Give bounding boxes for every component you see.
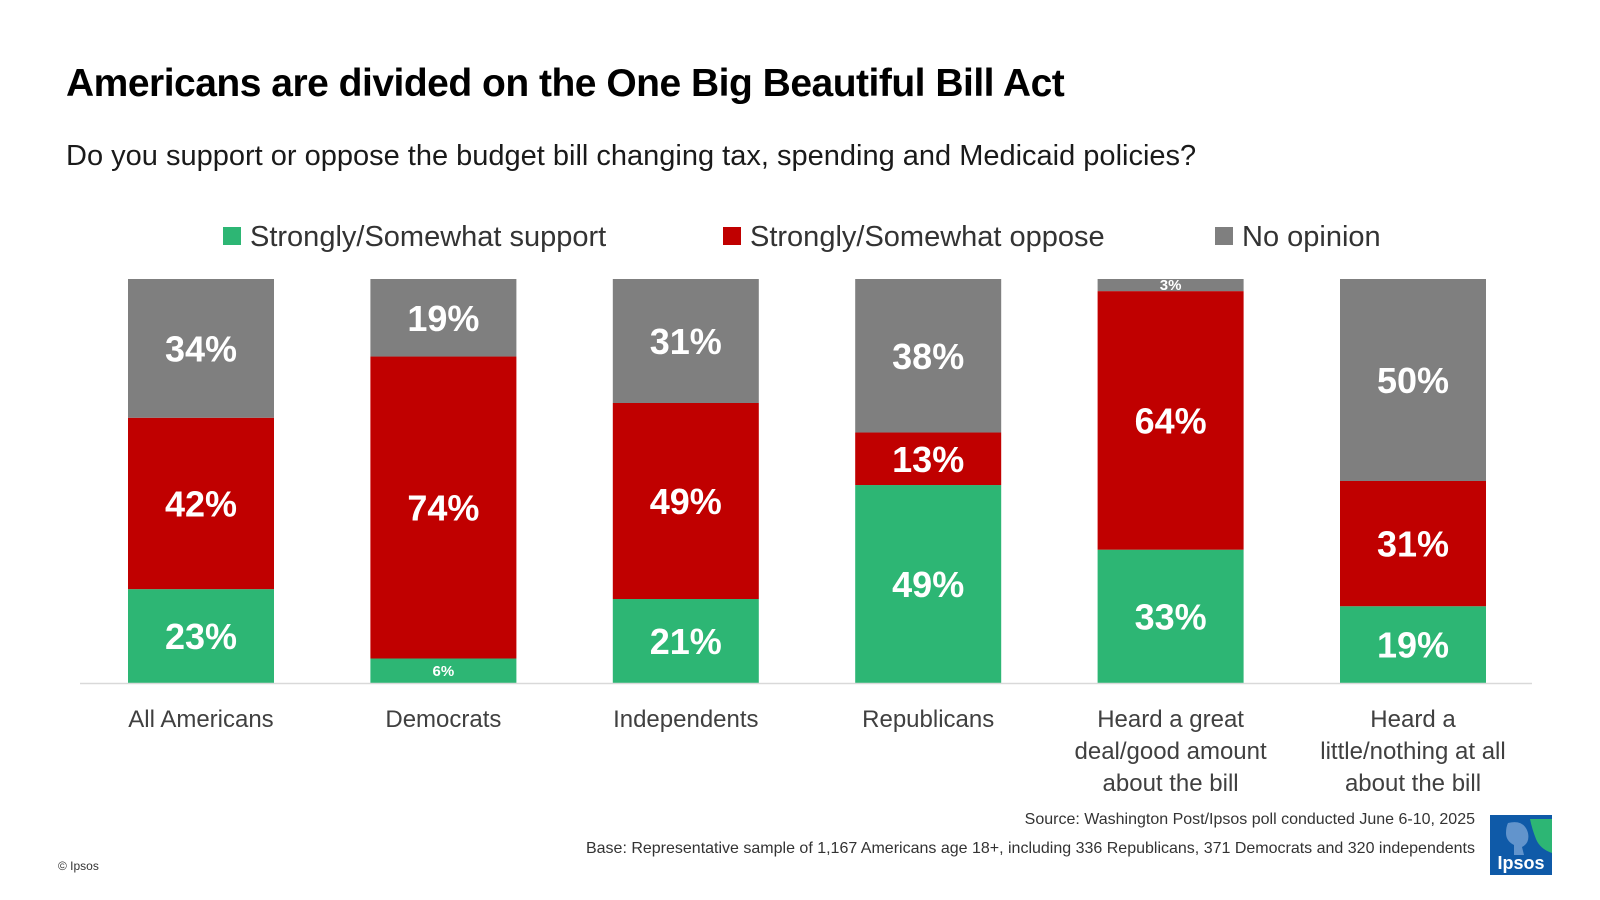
data-label-3-3: 31%	[650, 321, 722, 362]
category-label-5-2: deal/good amount	[1075, 738, 1267, 765]
data-label-2-1: 6%	[433, 663, 455, 680]
legend-swatch-3	[1215, 227, 1233, 245]
legend-swatch-2	[723, 227, 741, 245]
category-label-6-1: Heard a	[1370, 706, 1456, 733]
data-label-4-1: 49%	[892, 564, 964, 605]
legend-label-3: No opinion	[1242, 221, 1381, 253]
category-label-4-1: Republicans	[862, 706, 994, 733]
legend-swatch-1	[223, 227, 241, 245]
bar-segment-2-1	[370, 658, 517, 683]
ipsos-logo: Ipsos	[1490, 815, 1552, 875]
data-label-3-2: 49%	[650, 481, 722, 522]
bar-segment-6-2	[1340, 481, 1486, 607]
copyright-note: © Ipsos	[58, 859, 99, 873]
logo-text: Ipsos	[1497, 853, 1544, 873]
bar-segment-1-1	[128, 589, 274, 683]
data-label-6-2: 31%	[1377, 524, 1449, 565]
bar-segment-6-1	[1340, 606, 1486, 683]
bar-segment-3-1	[612, 599, 759, 683]
data-label-5-3: 3%	[1160, 277, 1182, 294]
logo-head-silhouette	[1506, 822, 1529, 855]
bar-segment-6-3	[1340, 279, 1486, 481]
data-label-6-3: 50%	[1377, 360, 1449, 401]
chart-question: Do you support or oppose the budget bill…	[66, 140, 1197, 172]
bar-segment-3-2	[612, 403, 759, 599]
data-label-1-3: 34%	[165, 328, 237, 369]
category-label-5-3: about the bill	[1103, 770, 1239, 797]
bar-segment-4-3	[855, 279, 1002, 433]
bar-segment-3-3	[612, 279, 759, 403]
data-label-2-2: 74%	[407, 488, 479, 529]
data-label-5-2: 64%	[1135, 400, 1207, 441]
category-label-3-1: Independents	[613, 706, 758, 733]
data-label-1-2: 42%	[165, 483, 237, 524]
bar-segment-1-2	[128, 417, 274, 590]
category-label-5-1: Heard a great	[1097, 706, 1244, 733]
data-label-4-3: 38%	[892, 336, 964, 377]
category-label-6-3: about the bill	[1345, 770, 1481, 797]
data-label-6-1: 19%	[1377, 625, 1449, 666]
category-label-6-2: little/nothing at all	[1320, 738, 1505, 765]
data-label-2-3: 19%	[407, 298, 479, 339]
data-label-5-1: 33%	[1135, 596, 1207, 637]
legend-label-1: Strongly/Somewhat support	[250, 221, 606, 253]
category-label-2-1: Democrats	[385, 706, 501, 733]
page-title: Americans are divided on the One Big Bea…	[66, 62, 1065, 105]
logo-accent	[1530, 819, 1552, 853]
category-label-1-1: All Americans	[128, 706, 273, 733]
data-label-4-2: 13%	[892, 439, 964, 480]
legend-label-2: Strongly/Somewhat oppose	[750, 221, 1105, 253]
data-label-3-1: 21%	[650, 621, 722, 662]
bar-segment-2-2	[370, 356, 517, 659]
bar-segment-1-3	[128, 279, 274, 418]
bar-segment-4-2	[855, 432, 1002, 486]
data-label-1-1: 23%	[165, 616, 237, 657]
bar-segment-2-3	[370, 279, 517, 357]
base-note: Base: Representative sample of 1,167 Ame…	[585, 840, 1475, 857]
bar-segment-4-1	[855, 485, 1002, 683]
source-note: Source: Washington Post/Ipsos poll condu…	[1024, 811, 1475, 828]
bar-segment-5-2	[1097, 291, 1244, 550]
bar-segment-5-3	[1097, 279, 1244, 292]
bar-segment-5-1	[1097, 549, 1244, 683]
